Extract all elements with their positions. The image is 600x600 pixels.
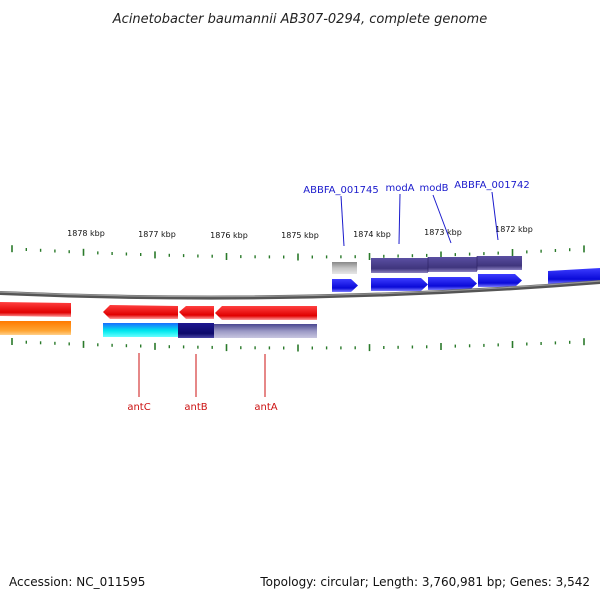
- cds-arrow-antA[interactable]: [215, 306, 317, 320]
- genome-backbone: [0, 280, 600, 300]
- cluster-segment-ABBFA-001742[interactable]: [477, 256, 522, 270]
- navy-gene-block[interactable]: [178, 323, 214, 338]
- gene-label-antC[interactable]: antC: [127, 402, 150, 413]
- gene-label-modB[interactable]: modB: [419, 183, 448, 194]
- accession-text: Accession: NC_011595: [9, 575, 145, 589]
- bottom-label-leaders: [138, 353, 266, 397]
- cds-arrow-modB[interactable]: [428, 277, 477, 290]
- pseudo-gene-block[interactable]: [332, 262, 357, 274]
- reverse-gene-blocks: [0, 321, 317, 338]
- top-gene-labels: ABBFA_001745 modA modB ABBFA_001742: [303, 180, 529, 196]
- backbone-highlight: [0, 280, 600, 298]
- orange-gene-block[interactable]: [0, 321, 71, 335]
- scale-label-1877: 1877 kbp: [138, 230, 176, 239]
- scale-labels: 1878 kbp 1877 kbp 1876 kbp 1875 kbp 1874…: [67, 225, 533, 240]
- forward-cds-track: [332, 268, 600, 292]
- reverse-cds-track: [0, 302, 317, 320]
- gene-label-ABBFA-001745[interactable]: ABBFA_001745: [303, 185, 378, 196]
- cds-arrow-ABBFA-001742[interactable]: [478, 274, 522, 287]
- cyan-gene-block[interactable]: [103, 323, 178, 337]
- genome-title: Acinetobacter baumannii AB307-0294, comp…: [112, 12, 487, 27]
- scale-label-1878: 1878 kbp: [67, 229, 105, 238]
- gray-purple-gene-block[interactable]: [214, 324, 317, 338]
- cds-arrow-modA[interactable]: [371, 278, 428, 291]
- scale-ticks: [11, 245, 585, 352]
- scale-label-1875: 1875 kbp: [281, 231, 319, 240]
- forward-gene-cluster[interactable]: [371, 256, 522, 273]
- scale-label-1876: 1876 kbp: [210, 231, 248, 240]
- cds-arrow-right-edge[interactable]: [548, 268, 600, 284]
- gene-label-ABBFA-001742[interactable]: ABBFA_001742: [454, 180, 529, 191]
- cds-arrow-left-edge[interactable]: [0, 302, 71, 317]
- top-label-leaders: [340, 191, 499, 247]
- cluster-segment-modB[interactable]: [428, 257, 477, 272]
- scale-label-1874: 1874 kbp: [353, 230, 391, 239]
- gene-label-modA[interactable]: modA: [385, 183, 414, 194]
- gene-label-antB[interactable]: antB: [184, 402, 207, 413]
- gene-label-antA[interactable]: antA: [254, 402, 277, 413]
- cds-arrow-antC[interactable]: [103, 305, 178, 319]
- cds-arrow-ABBFA-001745[interactable]: [332, 279, 358, 292]
- bottom-gene-labels: antC antB antA: [127, 402, 277, 413]
- genome-stats-text: Topology: circular; Length: 3,760,981 bp…: [259, 575, 590, 589]
- cluster-segment-modA[interactable]: [371, 258, 428, 273]
- scale-label-1873: 1873 kbp: [424, 228, 462, 237]
- scale-label-1872: 1872 kbp: [495, 225, 533, 234]
- cds-arrow-antB[interactable]: [179, 306, 214, 319]
